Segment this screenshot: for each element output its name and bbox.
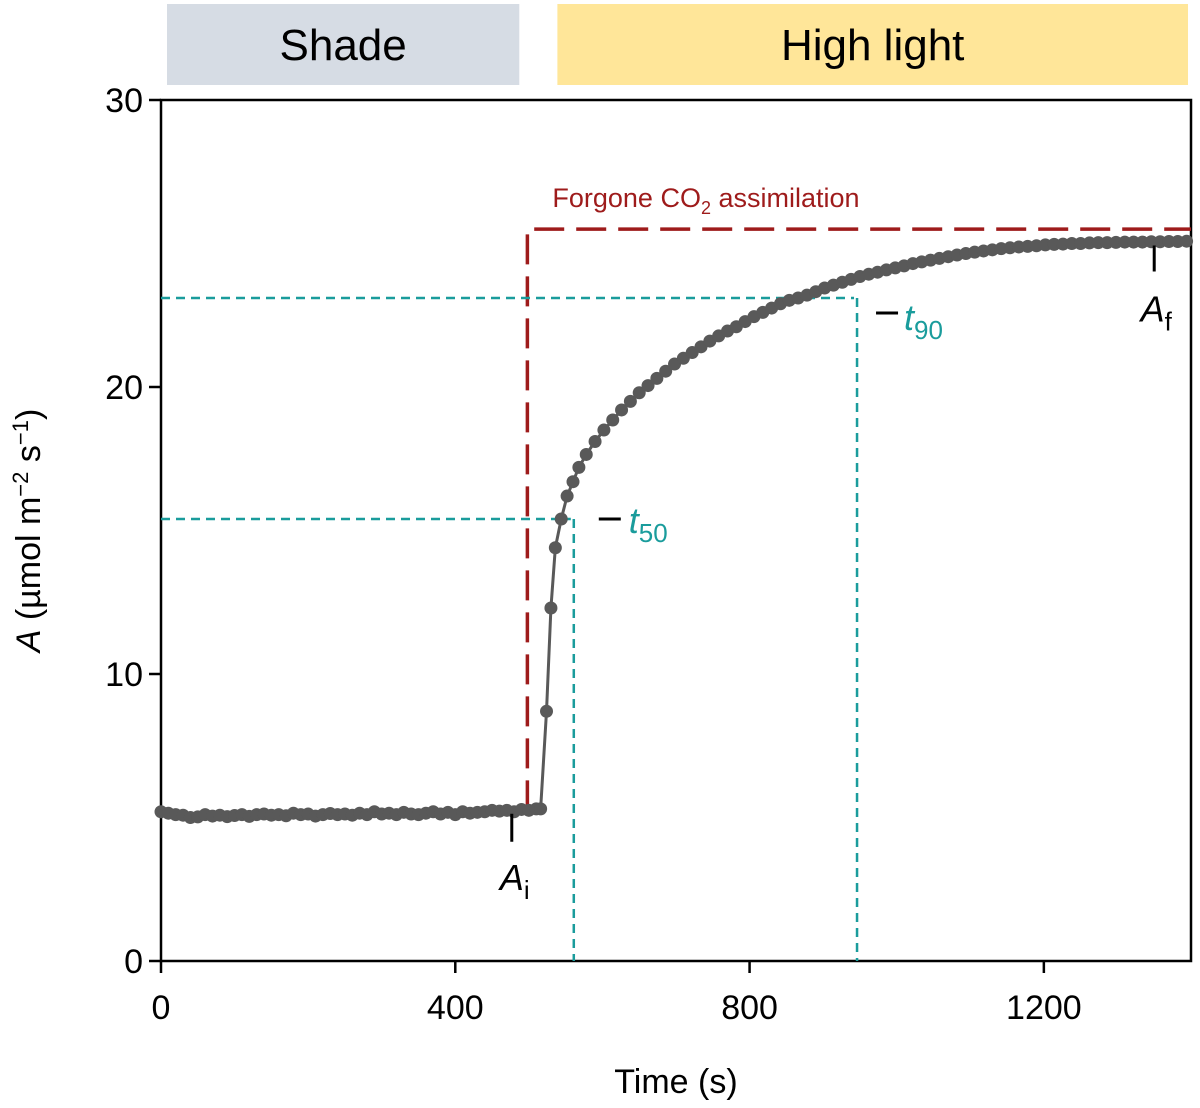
- data-point: [534, 802, 548, 816]
- series-line: [160, 239, 1187, 820]
- forgone-assimilation-line: [525, 227, 1191, 811]
- forgone-label-sub: 2: [701, 198, 711, 218]
- phase-bar-shade: [167, 4, 520, 85]
- x-tick-label: 400: [427, 989, 484, 1027]
- t90-label-t: t: [904, 297, 916, 338]
- y-axis: 0 10 20 30: [105, 82, 161, 981]
- x-tick-label: 800: [721, 989, 778, 1027]
- t90-label-sub: 90: [914, 315, 943, 345]
- data-point: [572, 460, 586, 474]
- forgone-label-post: assimilation: [711, 183, 860, 213]
- t50-label-sub: 50: [639, 518, 668, 548]
- data-point: [615, 403, 629, 417]
- y-axis-title: A (µmol m−2 s−1): [8, 409, 48, 655]
- data-point: [544, 601, 558, 615]
- data-point: [566, 475, 580, 489]
- af-label: Af: [1139, 289, 1173, 337]
- y-axis-title-unit-2: s: [10, 445, 48, 471]
- t50-label-t: t: [629, 500, 641, 541]
- data-point: [579, 447, 593, 461]
- t90-label: t90: [904, 297, 943, 345]
- phase-bars: Shade High light: [167, 4, 1188, 85]
- x-axis-title: Time (s): [614, 1063, 737, 1101]
- y-axis-title-exp-2: −1: [8, 420, 33, 445]
- y-tick-label: 20: [105, 369, 143, 407]
- y-axis-title-unit-1: (µmol m: [10, 497, 48, 630]
- ai-label-a: A: [498, 857, 524, 898]
- y-tick-label: 30: [105, 82, 143, 120]
- data-point: [641, 379, 655, 393]
- y-axis-title-symbol: A: [10, 630, 48, 655]
- y-axis-title-close: ): [10, 409, 48, 420]
- x-axis: 0 400 800 1200: [152, 961, 1082, 1027]
- data-point: [588, 435, 602, 449]
- data-point: [632, 386, 646, 400]
- phase-label-high-light: High light: [781, 21, 964, 70]
- y-tick-label: 10: [105, 656, 143, 694]
- forgone-assimilation-label: Forgone CO2 assimilation: [552, 183, 859, 218]
- data-point: [548, 541, 562, 555]
- plot-frame: [159, 98, 1193, 963]
- x-tick-label: 0: [152, 989, 171, 1027]
- y-axis-title-exp-1: −2: [8, 472, 33, 497]
- y-tick-label: 0: [124, 943, 143, 981]
- data-point: [560, 489, 574, 503]
- data-point: [623, 394, 637, 408]
- phase-bar-high-light: [557, 4, 1188, 85]
- data-point: [554, 512, 568, 526]
- data-point: [540, 704, 554, 718]
- data-point: [606, 413, 620, 427]
- af-label-a: A: [1139, 289, 1165, 330]
- t90-guide-lines: [161, 296, 859, 961]
- x-tick-label: 1200: [1006, 989, 1082, 1027]
- data-point: [659, 364, 673, 378]
- data-point: [1180, 234, 1194, 248]
- forgone-label-pre: Forgone CO: [552, 183, 701, 213]
- data-point: [597, 423, 611, 437]
- ai-label: Ai: [498, 857, 530, 905]
- data-point: [650, 371, 664, 385]
- af-label-sub: f: [1165, 307, 1173, 337]
- t50-label: t50: [629, 500, 668, 548]
- series-points: [154, 234, 1194, 824]
- ai-label-sub: i: [524, 875, 530, 905]
- t50-guide-lines: [161, 517, 576, 961]
- phase-label-shade: Shade: [280, 21, 407, 70]
